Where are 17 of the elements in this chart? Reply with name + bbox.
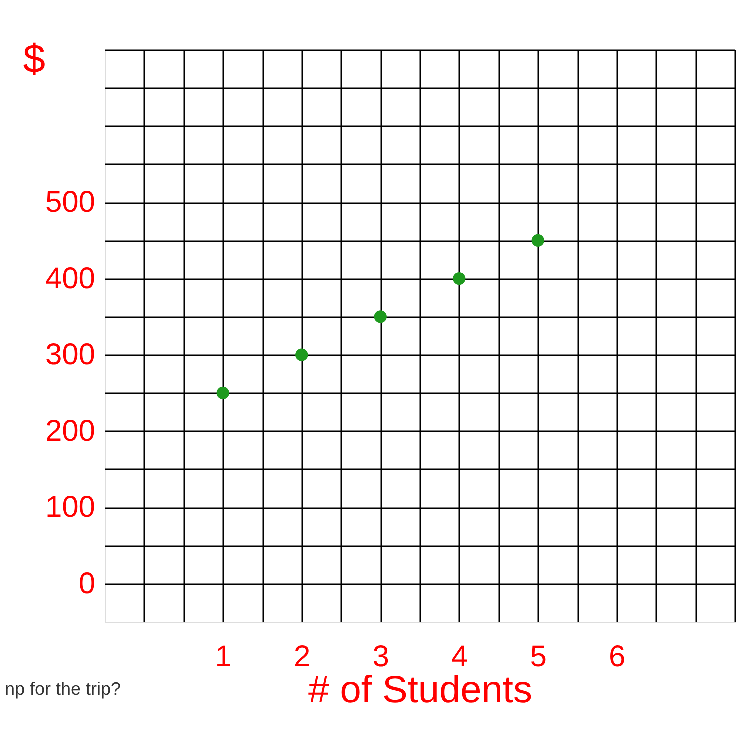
y-tick-label: 200 xyxy=(45,414,96,448)
point xyxy=(216,386,230,400)
x-tick-label: 5 xyxy=(530,640,547,674)
y-tick-label: 100 xyxy=(45,491,96,524)
x-tick-label: 6 xyxy=(609,640,626,674)
point xyxy=(532,234,544,247)
y-axis-title: $ xyxy=(23,38,46,82)
y-tick-label: 500 xyxy=(45,186,96,220)
y-tick-label: 400 xyxy=(45,262,96,296)
point xyxy=(453,272,466,286)
x-tick-label: 1 xyxy=(215,640,232,674)
x-tick-label: 2 xyxy=(294,640,311,674)
text: np for the trip? xyxy=(5,679,122,699)
y-tick-label: 300 xyxy=(45,338,96,372)
point xyxy=(296,348,308,362)
y-tick-label: 0 xyxy=(78,567,96,600)
point xyxy=(374,310,387,324)
